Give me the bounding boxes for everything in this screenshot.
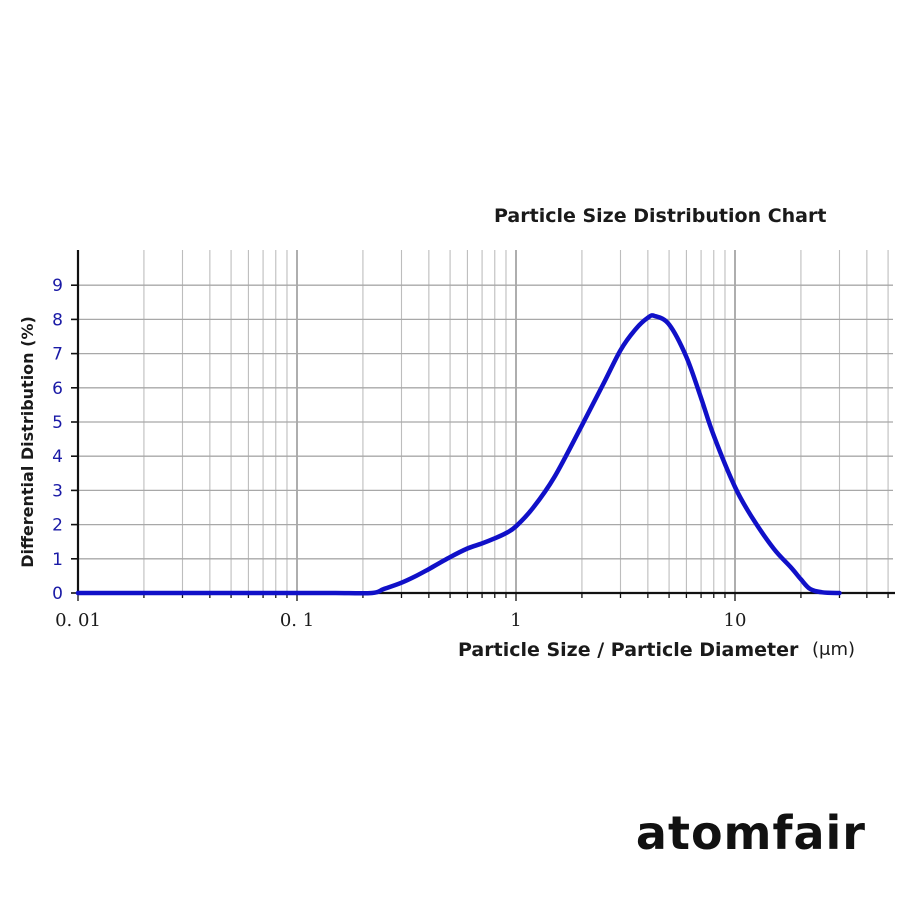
y-tick-label: 5 xyxy=(52,413,63,433)
y-axis-label: Differential Distribution (%) xyxy=(18,316,37,568)
series-group xyxy=(75,313,842,596)
y-tick-label: 1 xyxy=(52,550,63,570)
y-tick-label: 2 xyxy=(52,516,63,536)
y-tick-label: 7 xyxy=(52,345,63,365)
y-tick-label: 3 xyxy=(52,481,63,501)
x-tick-label: 1 xyxy=(510,610,521,631)
y-tick-label: 0 xyxy=(52,584,63,604)
brand-logo: atomfair xyxy=(635,806,866,860)
x-tick-label: 0. 1 xyxy=(280,610,314,631)
chart-title: Particle Size Distribution Chart xyxy=(494,205,826,227)
x-tick-labels: 0. 01 0. 1 1 10 xyxy=(55,610,746,631)
y-tick-label: 8 xyxy=(52,310,63,330)
x-tick-label: 10 xyxy=(724,610,747,631)
series-line xyxy=(75,313,842,596)
y-tick-label: 9 xyxy=(52,276,63,296)
x-tick-label: 0. 01 xyxy=(55,610,101,631)
x-axis-unit: (μm) xyxy=(812,639,855,660)
y-tick-label: 4 xyxy=(52,447,63,467)
y-tick-label: 6 xyxy=(52,379,63,399)
grid xyxy=(77,250,893,593)
x-axis-label: Particle Size / Particle Diameter xyxy=(458,639,799,661)
y-tick-labels: 0 1 2 3 4 5 6 7 8 9 xyxy=(52,276,63,604)
